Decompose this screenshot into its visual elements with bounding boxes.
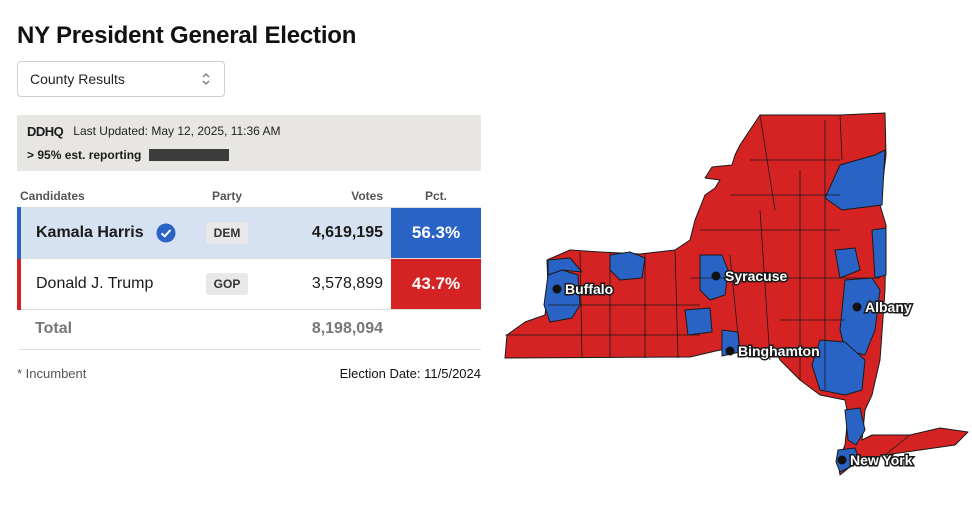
table-header-row: Candidates Party Votes Pct.	[19, 185, 481, 207]
pct-cell: 43.7%	[391, 257, 481, 309]
total-party-empty	[187, 308, 267, 350]
incumbent-note: * Incumbent	[17, 366, 87, 381]
city-syracuse: Syracuse	[711, 267, 789, 286]
candidate-name-cell: Donald J. Trump	[17, 257, 187, 309]
reporting-bar	[149, 149, 230, 161]
table-row: Kamala Harris DEM 4,619,195 56.3%	[17, 206, 481, 258]
county-westchester	[844, 407, 866, 446]
city-label: Syracuse	[725, 268, 787, 284]
pct-cell: 56.3%	[391, 206, 481, 258]
total-label: Total	[19, 308, 187, 350]
winner-check-icon	[156, 223, 176, 242]
total-pct-empty	[391, 308, 481, 350]
county-schenectady	[834, 247, 861, 279]
party-badge: DEM	[205, 221, 249, 244]
county-nyc	[835, 447, 861, 473]
county-monroe	[609, 251, 646, 281]
city-label: Binghamton	[738, 343, 820, 359]
total-votes: 8,198,094	[267, 308, 391, 350]
county-borders	[505, 114, 911, 456]
view-select-value: County Results	[30, 71, 125, 87]
results-table: Candidates Party Votes Pct. Kamala Harri…	[17, 185, 481, 350]
header-candidates: Candidates	[20, 189, 85, 203]
status-panel: DDHQ Last Updated: May 12, 2025, 11:36 A…	[17, 115, 481, 171]
view-select[interactable]: County Results	[17, 61, 225, 97]
city-label: New York	[850, 452, 913, 468]
votes-cell: 3,578,899	[267, 257, 391, 309]
reporting-label: > 95% est. reporting	[27, 148, 142, 162]
party-cell: DEM	[187, 206, 267, 258]
county-tompkins	[684, 307, 713, 336]
city-binghamton: Binghamton	[725, 342, 821, 361]
chevron-up-down-icon	[202, 73, 210, 85]
city-buffalo: Buffalo	[552, 280, 615, 299]
header-party: Party	[211, 189, 243, 203]
city-albany: Albany	[852, 298, 913, 317]
county-erie	[543, 269, 581, 323]
county-albany-region	[839, 277, 881, 356]
party-cell: GOP	[187, 257, 267, 309]
city-markers: Buffalo Syracuse Albany Binghamton New Y…	[552, 267, 914, 470]
candidate-name-cell: Kamala Harris	[17, 206, 187, 258]
votes-cell: 4,619,195	[267, 206, 391, 258]
page-title: NY President General Election	[17, 22, 357, 49]
last-updated: Last Updated: May 12, 2025, 11:36 AM	[73, 124, 281, 138]
city-new-york: New York	[837, 451, 914, 470]
county-rensselaer	[871, 227, 887, 279]
party-badge: GOP	[205, 272, 249, 295]
city-label: Albany	[865, 299, 912, 315]
county-niagara	[547, 257, 583, 276]
table-row: Donald J. Trump GOP 3,578,899 43.7%	[17, 257, 481, 309]
ny-county-map: Buffalo Syracuse Albany Binghamton New Y…	[504, 112, 969, 476]
ddhq-logo: DDHQ	[27, 123, 64, 139]
election-date: Election Date: 11/5/2024	[339, 366, 481, 381]
candidate-name: Donald J. Trump	[36, 274, 154, 292]
city-label: Buffalo	[565, 281, 613, 297]
total-row: Total 8,198,094	[19, 308, 481, 350]
candidate-name: Kamala Harris	[36, 223, 144, 241]
header-votes: Votes	[351, 189, 383, 203]
header-pct: Pct.	[424, 189, 447, 203]
